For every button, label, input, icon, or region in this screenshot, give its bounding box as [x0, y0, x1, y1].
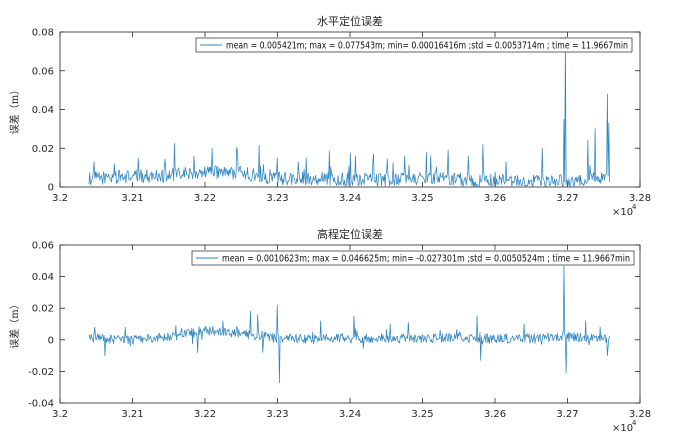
y-tick-label: 0.06 — [32, 66, 54, 77]
y-axis-label: 误差（m） — [8, 85, 21, 134]
legend-entry: mean = 0.0010623m; max = 0.046625m; min=… — [222, 254, 630, 265]
x-axis-multiplier-exponent: 4 — [632, 203, 637, 211]
x-tick-label: 3.28 — [629, 409, 651, 420]
x-tick-label: 3.23 — [266, 193, 288, 204]
series-line — [88, 36, 610, 187]
series-line — [88, 265, 610, 384]
legend-entry: mean = 0.005421m; max = 0.077543m; min= … — [226, 41, 628, 52]
x-tick-label: 3.21 — [121, 193, 143, 204]
plot-area — [59, 244, 641, 404]
legend-box — [191, 250, 635, 266]
x-tick-label: 3.27 — [556, 193, 578, 204]
x-tick-label: 3.22 — [194, 193, 216, 204]
x-tick-label: 3.27 — [556, 409, 578, 420]
y-tick-label: 0.06 — [32, 241, 54, 252]
x-tick-label: 3.26 — [484, 193, 506, 204]
y-tick-label: 0 — [48, 183, 54, 194]
y-axis-label: 误差（m） — [8, 299, 21, 348]
x-tick-label: 3.24 — [339, 193, 361, 204]
x-tick-label: 3.22 — [194, 409, 216, 420]
chart-title: 高程定位误差 — [317, 227, 383, 241]
x-axis-multiplier: ×10 — [612, 207, 633, 218]
x-tick-label: 3.25 — [411, 409, 433, 420]
x-axis-multiplier-exponent: 4 — [632, 419, 637, 427]
x-axis-multiplier: ×10 — [612, 423, 633, 434]
x-tick-label: 3.2 — [52, 409, 68, 420]
x-tick-label: 3.26 — [484, 409, 506, 420]
y-tick-label: 0.04 — [32, 272, 54, 283]
y-tick-label: -0.04 — [28, 399, 54, 410]
x-tick-label: 3.24 — [339, 409, 361, 420]
y-tick-label: 0.04 — [32, 105, 54, 116]
chart-title: 水平定位误差 — [317, 14, 383, 28]
y-tick-label: 0.08 — [32, 28, 54, 39]
x-tick-label: 3.25 — [411, 193, 433, 204]
y-tick-label: -0.02 — [28, 367, 54, 378]
y-tick-label: 0 — [48, 335, 54, 346]
legend-box — [195, 37, 633, 53]
x-tick-label: 3.21 — [121, 409, 143, 420]
x-tick-label: 3.2 — [52, 193, 68, 204]
y-tick-label: 0.02 — [32, 144, 54, 155]
x-tick-label: 3.23 — [266, 409, 288, 420]
y-tick-label: 0.02 — [32, 304, 54, 315]
x-tick-label: 3.28 — [629, 193, 651, 204]
